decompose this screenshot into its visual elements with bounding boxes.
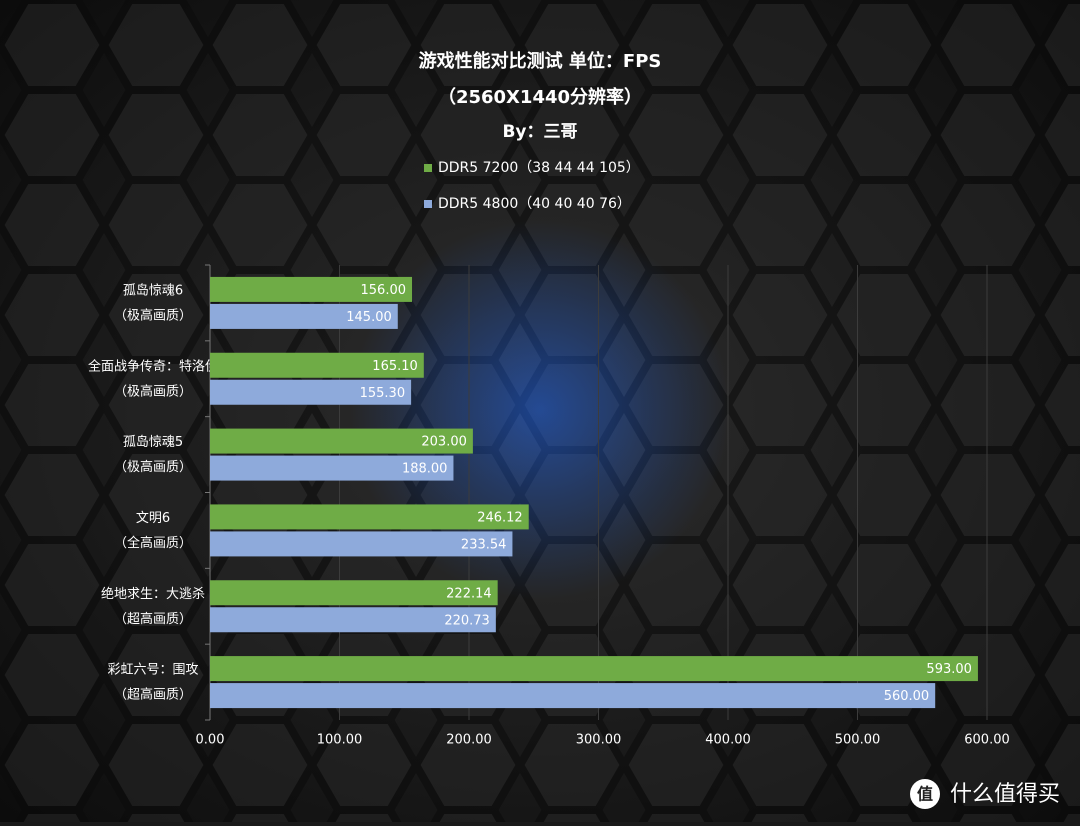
y-tick-label: 孤岛惊魂5 （极高画质） <box>114 434 192 475</box>
x-tick-label: 300.00 <box>576 733 622 748</box>
x-tick-label: 0.00 <box>196 733 225 748</box>
legend-swatch <box>424 164 432 172</box>
bar <box>210 683 936 709</box>
chart-subtitle: （2560X1440分辨率） <box>438 86 642 108</box>
logo-circle <box>910 779 940 809</box>
bar <box>210 455 454 481</box>
y-tick-label: 全面战争传奇：特洛伊（极高画质） <box>88 358 218 399</box>
value-label: 203.00 <box>421 435 467 450</box>
bar <box>210 607 496 633</box>
value-label: 246.12 <box>477 510 523 525</box>
value-label: 155.30 <box>360 386 406 401</box>
x-tick-label: 600.00 <box>964 733 1010 748</box>
y-tick-label: 彩虹六号：围攻（超高画质） <box>107 662 198 702</box>
value-label: 560.00 <box>884 689 930 704</box>
value-label: 188.00 <box>402 462 448 477</box>
y-tick-label: 孤岛惊魂6 （极高画质） <box>114 282 192 323</box>
bar <box>210 276 413 302</box>
legend-label: DDR5 7200（38 44 44 105） <box>438 160 640 176</box>
bar <box>210 379 412 405</box>
x-tick-label: 100.00 <box>317 733 363 748</box>
value-label: 145.00 <box>346 310 392 325</box>
bar <box>210 352 424 378</box>
legend-label: DDR5 4800（40 40 40 76） <box>438 196 631 212</box>
x-tick-label: 200.00 <box>446 733 492 748</box>
bar <box>210 656 978 682</box>
value-label: 220.73 <box>444 613 490 628</box>
value-label: 593.00 <box>926 662 972 677</box>
logo-icon: 值 <box>917 785 933 804</box>
x-tick-label: 400.00 <box>705 733 751 748</box>
bar <box>210 428 473 454</box>
value-label: 156.00 <box>361 283 407 298</box>
bar <box>210 504 529 530</box>
y-tick-label: 绝地求生：大逃杀（超高画质） <box>101 585 205 626</box>
y-tick-label: 文明6 （全高画质） <box>114 510 192 550</box>
legend-swatch <box>424 200 432 208</box>
bar <box>210 531 513 557</box>
bar <box>210 580 498 606</box>
bar <box>210 303 398 329</box>
value-label: 165.10 <box>372 359 418 374</box>
watermark: 什么值得买 <box>950 782 1060 807</box>
value-label: 222.14 <box>446 586 492 601</box>
chart-title: 游戏性能对比测试 单位：FPS <box>419 50 662 72</box>
value-label: 233.54 <box>461 537 507 552</box>
x-tick-label: 500.00 <box>835 733 881 748</box>
byline: By：三哥 <box>502 122 577 142</box>
